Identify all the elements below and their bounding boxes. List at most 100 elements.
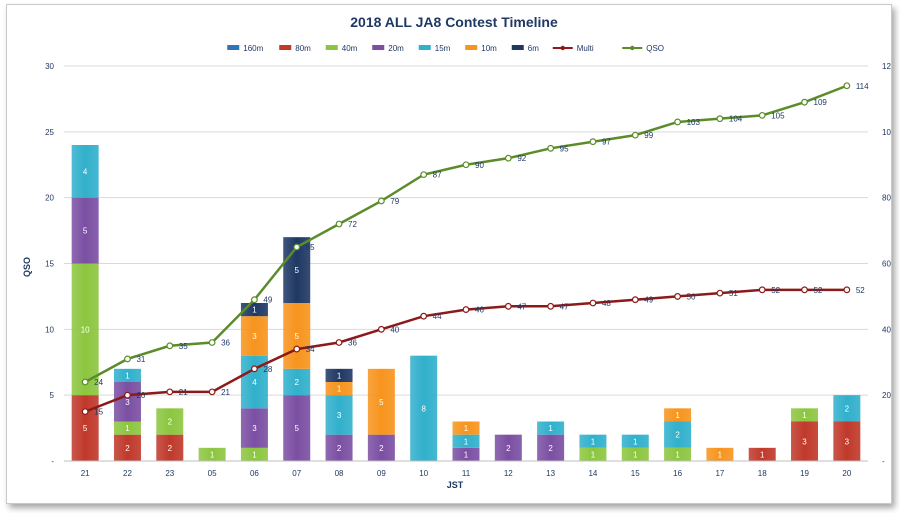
y2-tick-label: 20 [882,391,891,400]
x-tick-label: 18 [758,469,767,478]
point-value-label: 104 [729,115,743,124]
point-value-label: 65 [306,243,315,252]
bar-segment [283,303,311,369]
point-value-label: 79 [390,197,399,206]
series-point [589,138,597,146]
bar-segment [664,447,692,461]
point-value-label: 114 [856,82,869,91]
series-point [377,197,385,205]
bar-value-label: 1 [802,411,807,420]
bar-value-label: 3 [845,437,850,446]
series-point [208,388,216,396]
series-point [674,293,681,300]
y2-tick-label: 40 [882,325,891,334]
legend-label: 20m [388,44,404,53]
bar-value-label: 1 [252,450,257,459]
bar-segment [537,434,565,461]
series-point [504,154,512,162]
point-value-label: 44 [433,312,442,321]
y-tick-label: 5 [50,391,55,400]
y2-tick-label: - [882,457,885,466]
point-value-label: 48 [602,299,611,308]
bar-segment [156,408,184,435]
bar-segment [113,382,141,422]
bar-value-label: 2 [125,444,130,453]
x-tick-label: 07 [292,469,301,478]
bar-segment [367,368,395,435]
bar-segment [621,434,649,448]
bar-segment [410,355,438,461]
bar-segment [325,368,353,382]
bar-value-label: 1 [718,450,723,459]
bar-value-label: 1 [210,450,215,459]
point-value-label: 52 [814,286,823,295]
bar-value-label: 1 [760,450,765,459]
series-point [81,408,89,416]
bar-segment [283,395,311,461]
bar-value-label: 5 [295,424,300,433]
legend-swatch [372,45,385,50]
series-point [293,243,301,251]
bar-segment [621,447,649,461]
bar-value-label: 2 [295,378,300,387]
bar-segment [71,145,99,198]
point-value-label: 36 [348,339,357,348]
bar-segment [833,395,861,422]
bar-value-label: 2 [548,444,553,453]
bar-segment [706,447,734,461]
bar-segment [113,421,141,435]
point-value-label: 87 [433,171,442,180]
bar-segment [833,421,861,461]
bar-segment [537,421,565,435]
legend-label: 160m [243,44,263,53]
series-line-qso [84,84,848,384]
bar-segment [71,395,99,461]
legend-label: Multi [577,44,594,53]
series-point [674,118,681,126]
series-point [251,296,258,304]
x-tick-label: 21 [81,469,90,478]
x-tick-label: 17 [715,469,724,478]
point-value-label: 47 [560,302,569,311]
bar-segment [452,434,480,448]
bar-segment [113,434,141,461]
bar-value-label: 1 [464,424,469,433]
series-point [589,299,597,307]
point-value-label: 92 [517,154,526,163]
point-value-label: 109 [814,98,828,107]
y2-tick-label: 80 [882,194,891,203]
legend-label: QSO [646,44,664,53]
series-point [81,378,89,386]
series-point [166,388,174,396]
y2-tick-label: 60 [882,260,891,269]
bar-segment [240,316,268,356]
y-tick-label: - [51,457,54,466]
bar-segment [71,263,99,396]
bar-value-label: 1 [633,437,638,446]
x-tick-label: 12 [504,469,513,478]
series-point [801,98,808,106]
point-value-label: 49 [263,296,272,305]
bar-value-label: 1 [675,411,680,420]
bar-value-label: 3 [125,398,130,407]
series-point [420,312,428,320]
point-value-label: 95 [560,144,569,153]
series-point [547,144,555,152]
bar-value-label: 1 [591,437,596,446]
bar-value-label: 1 [464,437,469,446]
legend-marker [630,45,635,51]
series-point [631,131,639,139]
bar-value-label: 5 [83,424,88,433]
bar-segment [325,382,353,396]
point-value-label: 105 [771,111,785,120]
point-value-label: 15 [94,408,103,417]
bar-segment [579,434,607,448]
point-value-label: 49 [644,296,653,305]
x-tick-label: 11 [462,469,471,478]
point-value-label: 47 [517,302,526,311]
bar-segment [748,447,776,461]
legend-label: 10m [481,44,497,53]
x-tick-label: 20 [842,469,851,478]
bar-segment [156,434,184,461]
